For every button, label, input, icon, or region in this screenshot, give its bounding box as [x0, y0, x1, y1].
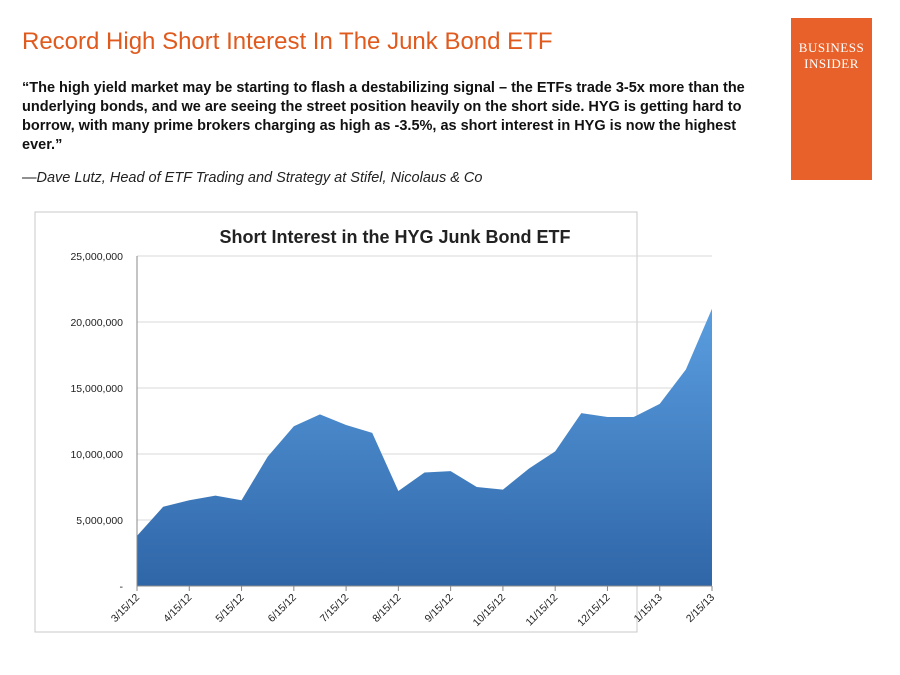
y-tick-label: 15,000,000 — [70, 383, 123, 395]
logo-line: BUSINESS — [798, 40, 865, 55]
y-tick-label: 20,000,000 — [70, 317, 123, 329]
slide-title: Record High Short Interest In The Junk B… — [22, 28, 553, 55]
x-tick-label: 2/15/13 — [684, 592, 717, 625]
area — [137, 308, 712, 586]
y-tick-label: - — [120, 581, 124, 593]
y-tick-label: 5,000,000 — [76, 515, 123, 527]
y-tick-label: 25,000,000 — [70, 251, 123, 263]
logo: BUSINESS INSIDER — [791, 18, 872, 180]
attribution: —Dave Lutz, Head of ETF Trading and Stra… — [22, 170, 483, 186]
quote: “The high yield market may be starting t… — [22, 80, 745, 153]
y-tick-label: 10,000,000 — [70, 449, 123, 461]
logo-line: INSIDER — [804, 56, 859, 71]
chart-title: Short Interest in the HYG Junk Bond ETF — [219, 227, 570, 247]
